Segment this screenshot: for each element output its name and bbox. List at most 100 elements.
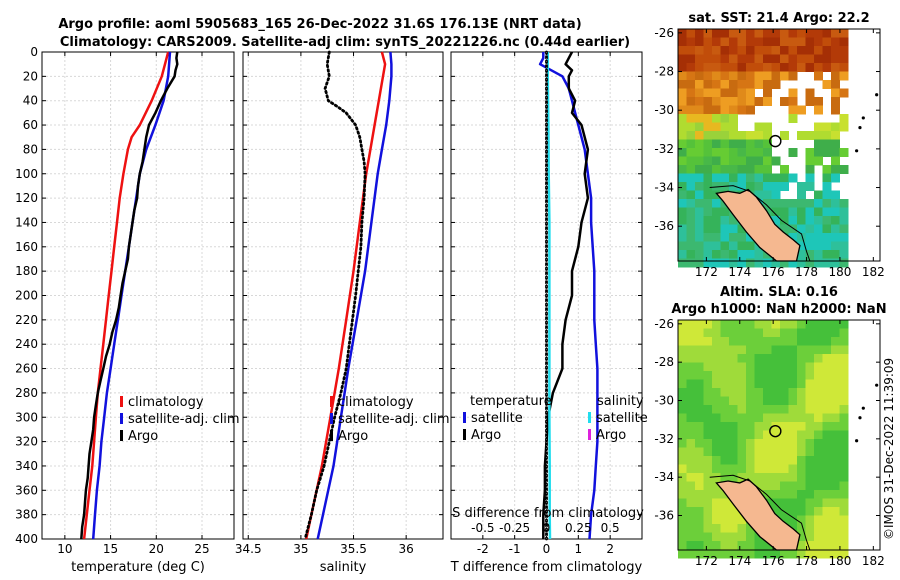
map-cell	[686, 131, 696, 140]
map-cell	[720, 46, 730, 55]
map-cell	[831, 122, 840, 132]
map-cell	[797, 532, 806, 542]
map-cell	[797, 216, 806, 225]
map-cell	[686, 396, 696, 406]
map-cell	[822, 405, 832, 414]
series-line-argo	[303, 50, 367, 541]
map-cell	[678, 362, 687, 372]
island-dot	[858, 126, 862, 130]
map-cell	[746, 464, 755, 474]
map-cell	[678, 541, 687, 550]
map-cell	[686, 422, 696, 431]
map-cell	[729, 456, 738, 465]
map-cell	[720, 464, 730, 474]
map-cell	[746, 328, 755, 338]
map-cell	[788, 515, 798, 525]
map-cell	[686, 54, 696, 64]
x-tick-label-salinity: -0.5	[471, 521, 494, 535]
map-cell	[771, 481, 781, 491]
map-cell	[737, 241, 747, 251]
map-cell	[729, 532, 738, 542]
map-cell	[712, 114, 721, 123]
map-cell	[686, 498, 696, 508]
map-cell	[839, 549, 849, 559]
map-cell	[712, 207, 721, 217]
map-cell	[822, 490, 832, 499]
map-cell	[712, 507, 721, 516]
map-cell	[703, 54, 713, 64]
map-cell	[686, 241, 696, 251]
map-cell	[729, 541, 738, 550]
map-cell	[729, 422, 738, 431]
y-tick-label: 240	[15, 337, 38, 351]
map-cell	[686, 328, 696, 338]
map-cell	[746, 371, 755, 380]
map-cell	[839, 473, 849, 482]
map-cell	[788, 379, 798, 389]
map-cell	[678, 63, 687, 72]
map-cell	[720, 362, 730, 372]
map-cell	[788, 362, 798, 372]
map-cell	[797, 405, 806, 414]
map-cell	[746, 354, 755, 363]
map-cell	[712, 532, 721, 542]
map-title: sat. SST: 21.4 Argo: 22.2	[688, 11, 869, 26]
map-cell	[831, 105, 840, 115]
map-cell	[720, 114, 730, 123]
map-cell	[814, 524, 823, 533]
map-subtitle: Argo h1000: NaN h2000: NaN	[671, 302, 886, 317]
map-cell	[754, 541, 764, 550]
map-cell	[763, 173, 772, 183]
map-cell	[720, 105, 730, 115]
map-cell	[703, 430, 713, 440]
map-cell	[822, 549, 832, 559]
map-cell	[754, 345, 764, 355]
map-cell	[780, 345, 789, 355]
map-cell	[720, 422, 730, 431]
map-cell	[763, 190, 772, 200]
map-cell	[814, 199, 823, 208]
map-cell	[746, 320, 755, 329]
island-dot	[855, 439, 859, 443]
map-cell	[729, 515, 738, 525]
map-cell	[797, 345, 806, 355]
map-cell	[686, 413, 696, 423]
map-cell	[695, 80, 704, 89]
map-cell	[831, 413, 840, 423]
map-cell	[822, 250, 832, 259]
map-cell	[746, 405, 755, 414]
map-frame	[677, 28, 881, 262]
map-cell	[729, 233, 738, 242]
map-cell	[814, 46, 823, 55]
y-tick-label: 400	[15, 532, 38, 546]
map-cell	[703, 371, 713, 380]
map-cell	[720, 224, 730, 234]
island-dot	[858, 416, 862, 420]
map-cell	[805, 241, 815, 251]
map-cell	[686, 224, 696, 234]
map-cell	[729, 362, 738, 372]
map-cell	[771, 507, 781, 516]
map-cell	[729, 122, 738, 132]
map-cell	[729, 258, 738, 268]
map-cell	[831, 97, 840, 106]
map-cell	[788, 71, 798, 81]
map-cell	[814, 430, 823, 440]
map-cell	[814, 328, 823, 338]
map-cell	[729, 447, 738, 457]
map-cell	[822, 337, 832, 346]
map-cell	[712, 541, 721, 550]
map-cell	[746, 430, 755, 440]
y-tick-label: -26	[654, 26, 674, 40]
map-cell	[737, 549, 747, 559]
map-cell	[814, 345, 823, 355]
map-cell	[797, 388, 806, 397]
map-cell	[771, 199, 781, 208]
map-cell	[805, 156, 815, 166]
map-cell	[771, 258, 781, 268]
map-cell	[814, 456, 823, 465]
map-cell	[712, 173, 721, 183]
y-tick-label: 300	[15, 410, 38, 424]
map-cell	[788, 490, 798, 499]
map-cell	[814, 532, 823, 542]
